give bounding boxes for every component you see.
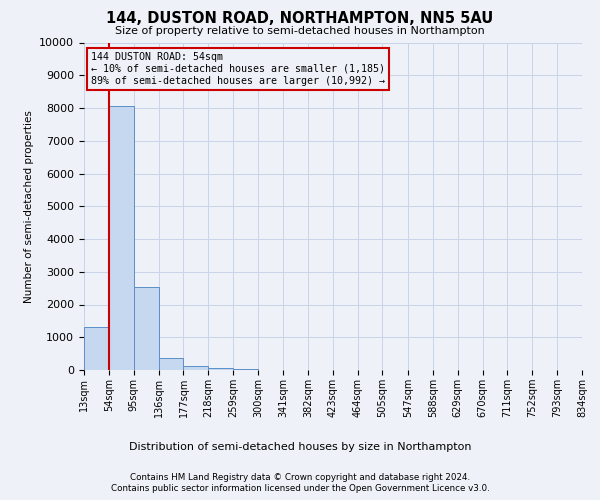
Bar (208, 368, 233, 370)
Text: Contains public sector information licensed under the Open Government Licence v3: Contains public sector information licen… (110, 484, 490, 493)
Bar (109, 106, 134, 370)
Y-axis label: Number of semi-detached properties: Number of semi-detached properties (24, 110, 34, 302)
Bar (184, 366, 208, 370)
Text: 144 DUSTON ROAD: 54sqm
← 10% of semi-detached houses are smaller (1,185)
89% of : 144 DUSTON ROAD: 54sqm ← 10% of semi-det… (91, 52, 385, 86)
Text: Contains HM Land Registry data © Crown copyright and database right 2024.: Contains HM Land Registry data © Crown c… (130, 472, 470, 482)
Bar (84, 327, 109, 370)
Text: Distribution of semi-detached houses by size in Northampton: Distribution of semi-detached houses by … (129, 442, 471, 452)
Bar (134, 288, 158, 370)
Text: 144, DUSTON ROAD, NORTHAMPTON, NN5 5AU: 144, DUSTON ROAD, NORTHAMPTON, NN5 5AU (106, 11, 494, 26)
Bar (158, 358, 184, 370)
Text: Size of property relative to semi-detached houses in Northampton: Size of property relative to semi-detach… (115, 26, 485, 36)
